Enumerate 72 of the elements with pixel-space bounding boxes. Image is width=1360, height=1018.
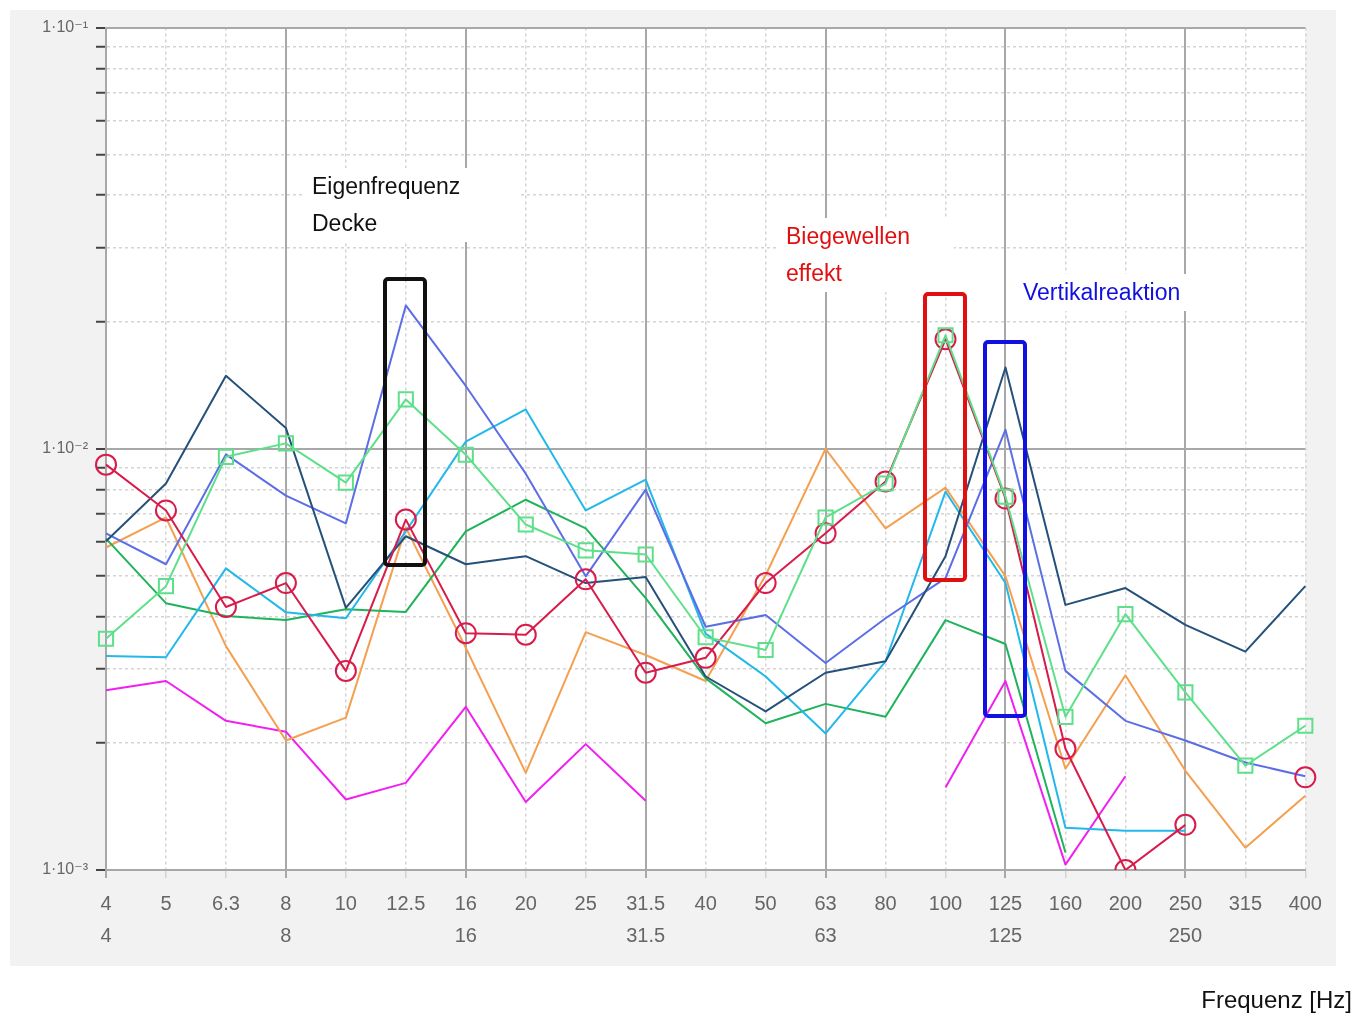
x-tick-label: 80 bbox=[874, 891, 897, 914]
y-tick-label: 1·10⁻³ bbox=[42, 860, 89, 878]
point bbox=[95, 453, 117, 476]
point bbox=[994, 487, 1017, 510]
point bbox=[1054, 737, 1077, 760]
x-tick-label: 315 bbox=[1228, 891, 1263, 914]
point bbox=[874, 470, 897, 493]
point bbox=[334, 659, 357, 682]
point bbox=[217, 448, 234, 465]
x-tick-label: 63 bbox=[814, 891, 837, 914]
text: 31.5 bbox=[626, 923, 666, 946]
point bbox=[634, 661, 657, 684]
x-tick-label: 5 bbox=[160, 891, 172, 914]
point bbox=[1297, 717, 1314, 734]
point bbox=[454, 622, 477, 645]
text: 125 bbox=[988, 923, 1023, 946]
point bbox=[1174, 813, 1197, 836]
x-tick-label: 25 bbox=[574, 891, 597, 914]
point bbox=[577, 542, 594, 559]
x-tick-label: 12.5 bbox=[386, 891, 426, 914]
x-tick-label: 10 bbox=[334, 891, 357, 914]
point bbox=[757, 641, 774, 659]
point bbox=[457, 446, 474, 463]
x-tick-label: 6.3 bbox=[212, 891, 240, 914]
annotation: Vertikalreaktion bbox=[1015, 274, 1189, 311]
x-tick-label: 250 bbox=[1168, 891, 1203, 914]
point bbox=[1117, 606, 1134, 623]
point bbox=[214, 596, 237, 619]
point bbox=[394, 508, 417, 531]
point bbox=[574, 568, 597, 591]
y-tick-label: 1·10⁻² bbox=[42, 439, 89, 457]
point bbox=[1057, 708, 1074, 725]
text: 16 bbox=[454, 923, 477, 946]
text: 4 bbox=[100, 923, 112, 946]
point bbox=[754, 572, 777, 595]
x-axis-title: Frequenz [Hz] bbox=[1201, 986, 1352, 1014]
text: 63 bbox=[814, 923, 837, 946]
annotation: Eigenfrequenz Decke bbox=[304, 168, 520, 242]
point bbox=[514, 623, 537, 646]
point bbox=[154, 499, 177, 522]
point bbox=[697, 629, 714, 646]
x-tick-label: 200 bbox=[1108, 891, 1143, 914]
point bbox=[934, 328, 957, 351]
point bbox=[1294, 766, 1317, 789]
point bbox=[1237, 757, 1254, 774]
point bbox=[157, 578, 175, 595]
x-tick-label: 100 bbox=[928, 891, 963, 914]
point bbox=[817, 509, 834, 526]
point bbox=[694, 646, 717, 669]
x-tick-label: 160 bbox=[1048, 891, 1083, 914]
x-tick-label: 50 bbox=[754, 891, 777, 914]
point bbox=[637, 546, 654, 563]
x-tick-label: 4 bbox=[100, 891, 112, 914]
x-tick-label: 40 bbox=[694, 891, 717, 914]
point bbox=[97, 630, 115, 647]
point bbox=[274, 572, 297, 595]
x-tick-label: 400 bbox=[1288, 891, 1322, 914]
point bbox=[517, 516, 534, 533]
x-tick-label: 8 bbox=[280, 891, 292, 914]
x-tick-label: 16 bbox=[454, 891, 477, 914]
point bbox=[397, 391, 414, 408]
x-tick-label: 20 bbox=[514, 891, 537, 914]
point bbox=[337, 474, 354, 491]
y-tick-label: 1·10⁻¹ bbox=[42, 18, 88, 36]
x-tick-label: 31.5 bbox=[626, 891, 666, 914]
point bbox=[814, 522, 837, 545]
annotation: Biegewellen effekt bbox=[778, 218, 954, 292]
text: 250 bbox=[1168, 923, 1203, 946]
x-tick-label: 125 bbox=[988, 891, 1023, 914]
point bbox=[277, 435, 294, 452]
text: 8 bbox=[280, 923, 292, 946]
point bbox=[1177, 684, 1194, 701]
